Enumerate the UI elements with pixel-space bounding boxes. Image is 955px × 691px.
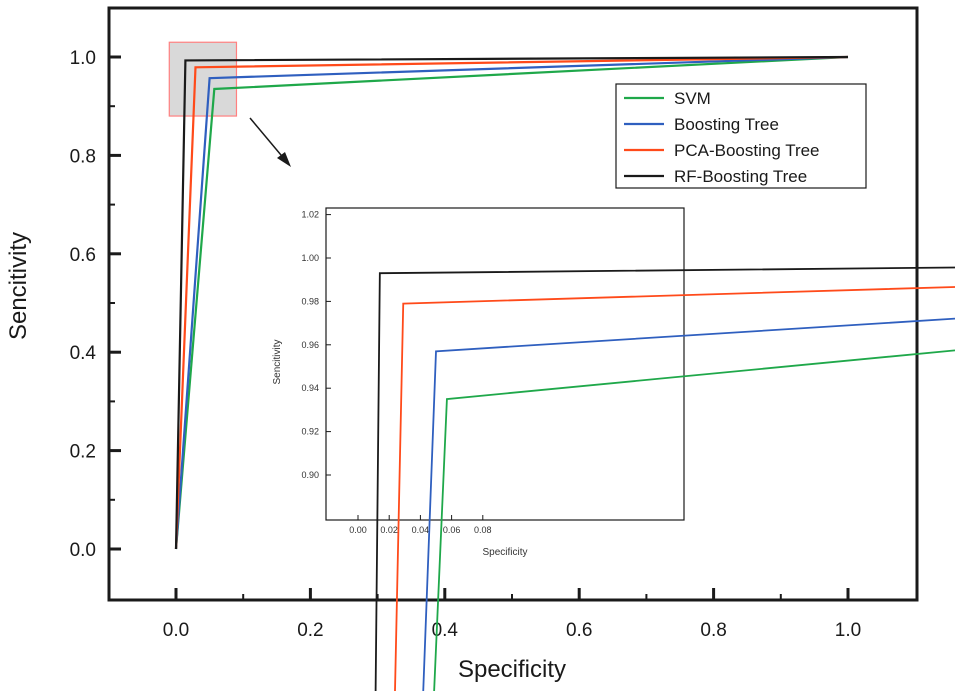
inset-roc-line-rf-boosting-tree <box>374 266 955 691</box>
inset-x-tick-label: 0.06 <box>443 525 461 535</box>
legend: SVM Boosting Tree PCA-Boosting Tree RF-Boos… <box>615 83 867 189</box>
y-tick-label: 0.2 <box>70 442 96 463</box>
legend-label: SVM <box>674 89 711 108</box>
inset-roc-line-boosting-tree <box>422 317 955 691</box>
inset-y-tick-label: 0.96 <box>301 340 319 350</box>
inset-x-axis-title: Specificity <box>482 547 527 558</box>
inset-y-axis-title: Sencitivity <box>272 339 283 384</box>
x-tick-label: 0.6 <box>566 620 592 641</box>
inset-roc-line-pca-boosting-tree <box>394 286 955 691</box>
inset-y-tick-label: 0.98 <box>301 296 319 306</box>
y-tick-label: 0.6 <box>70 245 96 266</box>
roc-line-svm <box>174 55 849 550</box>
legend-label: RF-Boosting Tree <box>674 167 807 186</box>
roc-line-boosting-tree <box>174 55 849 550</box>
y-tick-label: 0.8 <box>70 146 96 167</box>
inset-x-tick-label: 0.00 <box>349 525 367 535</box>
x-tick-label: 0.2 <box>297 620 323 641</box>
inset-frame <box>325 207 685 521</box>
legend-label: Boosting Tree <box>674 115 779 134</box>
legend-label: PCA-Boosting Tree <box>674 141 820 160</box>
x-tick-label: 1.0 <box>835 620 861 641</box>
inset-y-tick-label: 0.92 <box>301 427 319 437</box>
legend-box <box>615 83 867 189</box>
roc-line-rf-boosting-tree <box>174 55 849 550</box>
zoom-highlight-region <box>168 41 238 117</box>
y-tick-label: 1.0 <box>70 48 96 69</box>
inset-x-tick-label: 0.08 <box>474 525 492 535</box>
x-tick-label: 0.4 <box>432 620 459 641</box>
x-tick-label: 0.8 <box>700 620 726 641</box>
y-axis-title: Sencitivity <box>5 232 32 340</box>
x-tick-label: 0.0 <box>163 620 189 641</box>
inset-y-tick-label: 1.02 <box>301 210 319 220</box>
inset-x-tick-label: 0.02 <box>380 525 398 535</box>
inset-y-tick-label: 0.94 <box>301 383 319 393</box>
zoom-arrow <box>249 117 291 167</box>
y-tick-label: 0.0 <box>70 540 96 561</box>
y-tick-label: 0.4 <box>70 343 97 364</box>
inset-roc-line-svm <box>433 349 955 691</box>
roc-line-pca-boosting-tree <box>174 55 849 550</box>
inset-y-tick-label: 1.00 <box>301 253 319 263</box>
x-axis-title: Specificity <box>458 656 566 683</box>
inset-y-tick-label: 0.90 <box>301 470 319 480</box>
inset-x-tick-label: 0.04 <box>412 525 430 535</box>
